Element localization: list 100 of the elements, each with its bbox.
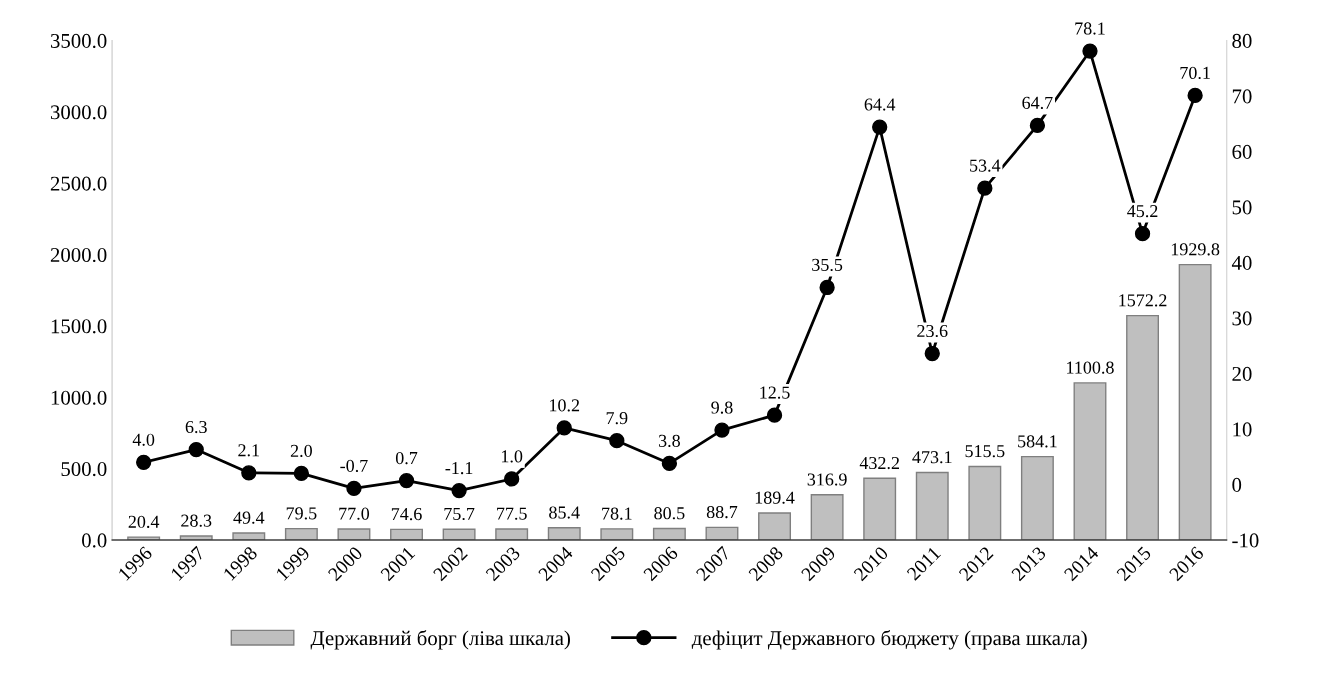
bar [1020, 455, 1054, 540]
data-label: 88.7 [706, 505, 738, 519]
point [451, 482, 467, 499]
point [977, 180, 993, 196]
point [714, 422, 730, 438]
bar [284, 527, 318, 540]
data-label: 4.0 [132, 433, 155, 446]
point [872, 119, 888, 135]
data-label: 0.7 [395, 451, 418, 465]
bar [1178, 263, 1212, 540]
bar [1073, 382, 1107, 540]
point [1134, 226, 1151, 242]
y2-tick-label: 70 [1232, 89, 1252, 104]
data-label: 64.7 [1022, 96, 1053, 110]
point [819, 279, 835, 296]
bar [495, 528, 529, 540]
bar [232, 532, 266, 540]
point [398, 472, 415, 489]
y2-tick-label: 0 [1232, 477, 1242, 492]
data-label: 6.3 [185, 420, 207, 434]
data-label: 1100.8 [1067, 361, 1114, 374]
y-tick-label: 3000.0 [50, 105, 107, 120]
data-label: 3.8 [658, 434, 680, 447]
data-label: 473.1 [912, 451, 952, 464]
bar [810, 494, 844, 540]
point [766, 407, 783, 423]
data-label: 1572.2 [1119, 294, 1167, 307]
y-tick-label: 2500.0 [50, 176, 107, 191]
point [924, 345, 940, 362]
data-label: 79.5 [286, 507, 317, 520]
y2-tick-label: 30 [1232, 311, 1252, 326]
y-tick-label: 1500.0 [51, 319, 107, 334]
data-label: 77.5 [497, 507, 527, 520]
point [241, 465, 257, 481]
data-label: 432.2 [859, 456, 899, 470]
y2-tick-label: 10 [1233, 422, 1252, 437]
y-tick-label: 2000.0 [50, 247, 107, 263]
y2-tick-label: 20 [1232, 366, 1252, 381]
x-tick-label: 2011 [906, 546, 942, 581]
bar [968, 465, 1002, 540]
point [1187, 87, 1203, 104]
data-label: 2.1 [238, 444, 260, 457]
point [661, 455, 678, 472]
data-label: 75.7 [444, 507, 475, 521]
data-label: 45.2 [1127, 205, 1158, 218]
point [504, 471, 520, 487]
data-label: 20.4 [128, 515, 160, 528]
data-label: 53.4 [970, 159, 1001, 172]
data-label: 10.2 [550, 399, 580, 412]
bar [863, 477, 897, 540]
data-label: 12.5 [760, 386, 790, 399]
data-label: 7.9 [606, 412, 628, 425]
point [1029, 117, 1046, 134]
data-label: 1.0 [501, 450, 523, 463]
point [556, 420, 572, 436]
y-tick-label: 0.0 [82, 533, 107, 548]
data-label: 78.1 [1075, 22, 1105, 35]
data-label: 49.4 [233, 511, 265, 524]
data-label: 78.1 [602, 507, 632, 520]
bar [1126, 314, 1160, 540]
bar [547, 527, 581, 540]
data-label: 584.1 [1018, 435, 1057, 448]
data-label: 85.4 [549, 506, 580, 519]
data-label: 77.0 [339, 507, 370, 520]
bar [652, 527, 686, 540]
bar [758, 512, 792, 540]
bar [600, 528, 634, 540]
bar [915, 471, 949, 540]
legend-label: дефіцит Державного бюджету (права шкала) [691, 630, 1087, 650]
y2-tick-label: 40 [1231, 255, 1252, 270]
data-label: 74.6 [391, 508, 422, 521]
data-label: 2.0 [290, 444, 312, 457]
data-label: 316.9 [807, 473, 847, 486]
data-label: 1929.8 [1171, 243, 1220, 256]
point [293, 465, 310, 482]
y2-tick-label: -10 [1232, 533, 1259, 548]
data-label: 80.5 [654, 507, 685, 520]
point [1082, 43, 1098, 59]
data-label: 28.3 [181, 514, 212, 527]
bar [705, 526, 739, 540]
y-tick-label: 500.0 [61, 462, 107, 477]
bar [337, 528, 371, 540]
data-label: 35.5 [812, 258, 843, 272]
y-tick-label: 3500.0 [50, 33, 107, 49]
data-label: 515.5 [965, 445, 1005, 458]
data-label: 189.4 [755, 491, 795, 504]
point [346, 480, 362, 497]
point [188, 441, 204, 458]
data-label: 70.1 [1180, 66, 1210, 80]
y-tick-label: 1000.0 [51, 390, 107, 405]
data-label: 9.8 [711, 401, 733, 414]
data-label: -0.7 [340, 459, 368, 472]
legend-label: Державний борг (ліва шкала) [310, 630, 570, 650]
point [136, 454, 152, 470]
y2-tick-label: 50 [1232, 200, 1252, 215]
point [609, 433, 625, 449]
y2-tick-label: 80 [1232, 33, 1252, 48]
y2-tick-label: 60 [1232, 144, 1252, 159]
x-tick-label: 2001 [380, 546, 416, 582]
data-label: 64.4 [864, 98, 896, 111]
